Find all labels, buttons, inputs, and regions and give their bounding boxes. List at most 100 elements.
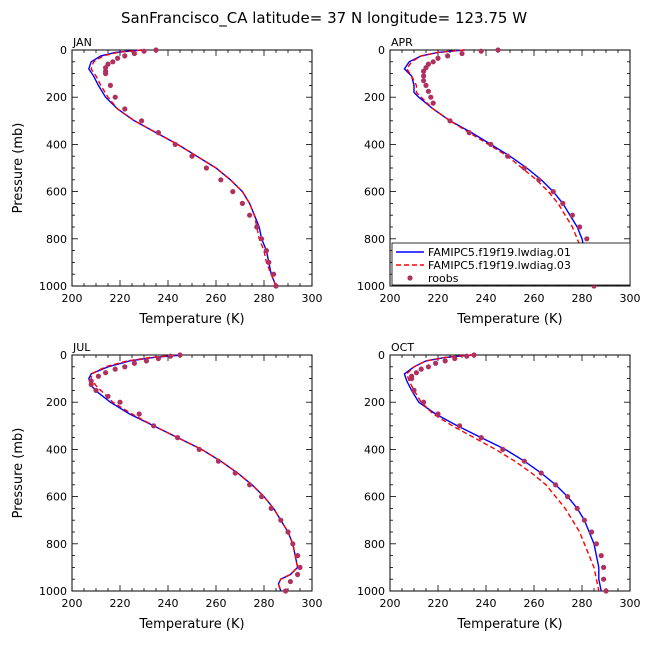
obs-point — [521, 165, 528, 171]
x-tick-label: 200 — [380, 597, 401, 610]
legend-label: roobs — [428, 272, 459, 285]
series-line-lwdiag-03 — [405, 354, 600, 592]
x-axis-label: Temperature (K) — [456, 312, 562, 327]
obs-point — [495, 47, 501, 53]
x-tick-label: 300 — [302, 597, 323, 610]
obs-point — [155, 130, 161, 136]
x-axis-label: Temperature (K) — [138, 617, 244, 632]
obs-point — [478, 48, 484, 54]
panel-label: APR — [391, 36, 413, 49]
obs-point — [93, 387, 99, 393]
x-tick-label: 300 — [302, 292, 323, 305]
x-tick-label: 300 — [620, 292, 641, 305]
obs-point — [115, 55, 121, 61]
x-tick-label: 280 — [572, 597, 593, 610]
obs-point — [593, 541, 600, 547]
obs-point — [457, 423, 463, 429]
obs-point — [143, 358, 149, 364]
obs-point — [435, 55, 441, 61]
obs-point — [122, 364, 128, 370]
obs-point — [560, 200, 566, 206]
obs-point — [421, 78, 427, 84]
obs-point — [447, 118, 453, 124]
obs-point — [177, 352, 183, 358]
obs-point — [239, 200, 245, 206]
obs-point — [471, 352, 477, 358]
x-tick-label: 200 — [62, 597, 83, 610]
x-tick-label: 200 — [62, 292, 83, 305]
obs-point — [290, 541, 296, 547]
obs-point — [421, 399, 427, 405]
obs-point — [500, 446, 506, 452]
figure-title: SanFrancisco_CA latitude= 37 N longitude… — [121, 9, 527, 28]
obs-point — [601, 576, 607, 582]
plot-frame — [71, 354, 313, 592]
series-line-lwdiag-01 — [403, 354, 602, 592]
obs-point — [295, 553, 301, 559]
legend: FAMIPC5.f19f19.lwdiag.01FAMIPC5.f19f19.l… — [391, 242, 631, 286]
obs-point — [459, 50, 465, 57]
obs-point — [550, 189, 556, 195]
y-tick-label: 200 — [46, 396, 67, 409]
obs-point — [553, 482, 559, 488]
y-tick-label: 1000 — [39, 585, 67, 598]
obs-point — [103, 370, 109, 376]
series-roobs — [409, 352, 609, 594]
y-tick-label: 0 — [60, 349, 67, 362]
obs-point — [131, 50, 137, 57]
obs-point — [428, 94, 434, 100]
obs-point — [505, 153, 511, 159]
x-tick-label: 240 — [476, 292, 497, 305]
obs-point — [112, 94, 118, 100]
x-tick-label: 200 — [380, 292, 401, 305]
obs-point — [167, 353, 173, 359]
obs-point — [589, 529, 595, 535]
obs-point — [172, 141, 178, 147]
y-tick-label: 0 — [378, 44, 385, 57]
obs-point — [107, 82, 113, 88]
obs-point — [421, 68, 427, 74]
obs-point — [295, 571, 301, 578]
obs-point — [95, 373, 101, 379]
obs-point — [155, 355, 161, 362]
y-tick-label: 600 — [46, 186, 67, 199]
panel-jan: JAN 200 220 240 260 280 300 0 200 400 600 800 1000 Te… — [11, 36, 323, 327]
obs-point — [423, 82, 429, 88]
obs-point — [196, 446, 202, 452]
y-tick-label: 1000 — [39, 280, 67, 293]
series-line-lwdiag-03 — [90, 49, 277, 287]
x-tick-label: 260 — [524, 597, 545, 610]
y-tick-label: 400 — [46, 443, 67, 456]
obs-point — [601, 564, 607, 571]
obs-point — [574, 505, 580, 511]
obs-point — [268, 505, 274, 511]
obs-point — [581, 517, 588, 523]
x-tick-label: 260 — [206, 292, 227, 305]
obs-point — [110, 59, 116, 65]
y-tick-label: 0 — [378, 349, 385, 362]
obs-point — [430, 100, 436, 106]
series-line-lwdiag-01 — [88, 49, 277, 287]
obs-point — [425, 88, 431, 94]
x-tick-label: 280 — [254, 292, 275, 305]
obs-point — [259, 494, 265, 500]
y-tick-label: 600 — [364, 186, 385, 199]
y-tick-label: 200 — [364, 91, 385, 104]
panel-jul: JUL 200 220 240 260 280 300 0 200 400 600 800 1000 Te… — [11, 341, 323, 632]
x-tick-label: 280 — [572, 292, 593, 305]
panel-label: OCT — [391, 341, 414, 354]
obs-point — [215, 458, 221, 464]
panel-label: JUL — [72, 341, 91, 354]
y-tick-label: 800 — [46, 538, 67, 551]
obs-point — [105, 393, 111, 399]
obs-point — [433, 360, 439, 366]
obs-point — [259, 236, 265, 242]
y-tick-label: 1000 — [357, 280, 385, 293]
obs-point — [271, 271, 277, 277]
obs-point — [254, 224, 260, 230]
x-tick-label: 260 — [206, 597, 227, 610]
obs-point — [409, 376, 415, 382]
obs-point — [247, 482, 253, 488]
obs-point — [122, 53, 128, 59]
y-tick-label: 0 — [60, 44, 67, 57]
